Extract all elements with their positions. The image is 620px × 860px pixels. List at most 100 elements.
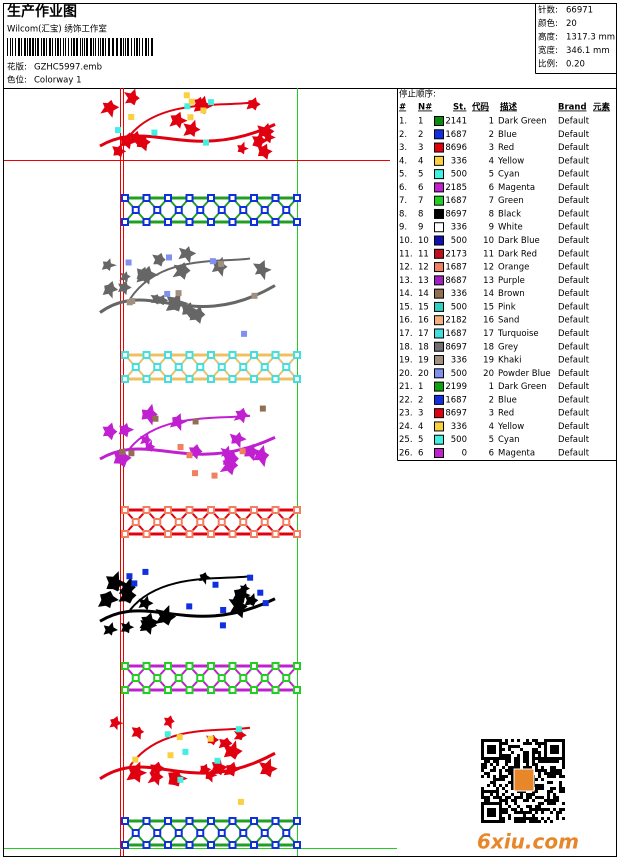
qr-module: [508, 757, 511, 760]
qr-module: [556, 769, 559, 772]
spec-value: 0.20: [566, 60, 585, 70]
qr-module: [556, 796, 559, 799]
qr-module: [490, 790, 493, 793]
knot: [239, 518, 248, 526]
bar: [95, 38, 96, 56]
qr-module: [553, 766, 556, 769]
qr-module: [535, 787, 538, 790]
qr-module: [493, 769, 496, 772]
flower: [207, 735, 214, 742]
qr-module: [556, 811, 559, 814]
qr-module: [550, 811, 553, 814]
qr-module: [523, 766, 526, 769]
qr-module: [523, 751, 526, 754]
cell-brand: Default: [558, 329, 590, 339]
qr-module: [493, 775, 496, 778]
knot: [282, 363, 291, 371]
spec-label: 高度:: [538, 32, 558, 43]
qr-module: [550, 781, 553, 784]
qr-module: [508, 766, 511, 769]
qr-module: [559, 781, 562, 784]
bar: [139, 38, 140, 56]
qr-module: [517, 796, 520, 799]
color-swatch: [434, 421, 444, 432]
leaf: [220, 445, 235, 460]
knot: [121, 686, 129, 694]
color-swatch: [434, 381, 444, 392]
qr-module: [535, 805, 538, 808]
cell-needle: 17: [418, 329, 429, 339]
qr-module: [535, 778, 538, 781]
cell-brand: Default: [558, 130, 590, 140]
knot: [164, 506, 172, 514]
cell-index: 5.: [399, 170, 407, 180]
cell-name: Khaki: [498, 356, 521, 366]
cell-name: Red: [498, 409, 514, 419]
cell-index: 4.: [399, 156, 407, 166]
qr-module: [538, 757, 541, 760]
knot: [260, 518, 269, 526]
bar: [105, 38, 106, 56]
qr-module: [538, 772, 541, 775]
qr-module: [511, 778, 514, 781]
qr-module: [511, 745, 514, 748]
spec-value: 346.1 mm: [566, 46, 610, 56]
qr-module: [550, 760, 553, 763]
qr-module: [523, 817, 526, 820]
knot: [174, 206, 183, 214]
leaf: [119, 271, 131, 283]
knot: [121, 218, 129, 226]
qr-module: [514, 766, 517, 769]
knot: [185, 530, 194, 538]
cell-stitches: 336: [451, 356, 467, 366]
qr-module: [481, 793, 484, 796]
cell-name: Pink: [498, 302, 516, 312]
leaf: [118, 584, 137, 604]
cell-index: 14.: [399, 289, 413, 299]
knot: [207, 218, 215, 226]
flower: [188, 98, 195, 105]
qr-module: [538, 820, 541, 823]
cell-needle: 13: [418, 276, 429, 286]
qr-module: [538, 805, 541, 808]
qr-module: [502, 775, 505, 778]
cell-brand: Default: [558, 263, 590, 273]
cell-stitches: 2173: [445, 249, 467, 259]
column-header: #: [399, 103, 406, 113]
cell-brand: Default: [558, 209, 590, 219]
qr-module: [526, 751, 529, 754]
leaf: [181, 302, 199, 320]
qr-module: [562, 817, 565, 820]
cell-stitches: 2182: [445, 316, 467, 326]
knot: [228, 817, 237, 825]
leaf: [136, 265, 159, 285]
cell-index: 6.: [399, 183, 407, 193]
bar: [127, 38, 129, 56]
cell-name: White: [498, 223, 523, 233]
bar: [76, 38, 78, 56]
qr-module: [511, 808, 514, 811]
qr-module: [550, 787, 553, 790]
flower: [202, 139, 209, 146]
qr-module: [502, 811, 505, 814]
leaf: [261, 132, 276, 144]
bar: [15, 38, 16, 56]
knot: [271, 351, 280, 359]
leaf: [140, 433, 152, 447]
leaf: [106, 571, 126, 592]
qr-module: [526, 760, 529, 763]
cell-index: 25.: [399, 435, 413, 445]
bar: [21, 38, 22, 56]
qr-module: [511, 787, 514, 790]
qr-module: [559, 769, 562, 772]
leaf: [139, 612, 160, 630]
cell-code: 6: [489, 183, 494, 193]
knot: [282, 206, 291, 214]
knot: [293, 351, 301, 359]
qr-code: [481, 739, 565, 823]
cell-index: 12.: [399, 263, 413, 273]
bar: [142, 38, 143, 56]
knot: [142, 194, 151, 202]
cell-needle: 15: [418, 302, 429, 312]
subtitle: Wilcom(汇宝) 绣饰工作室: [7, 24, 107, 35]
